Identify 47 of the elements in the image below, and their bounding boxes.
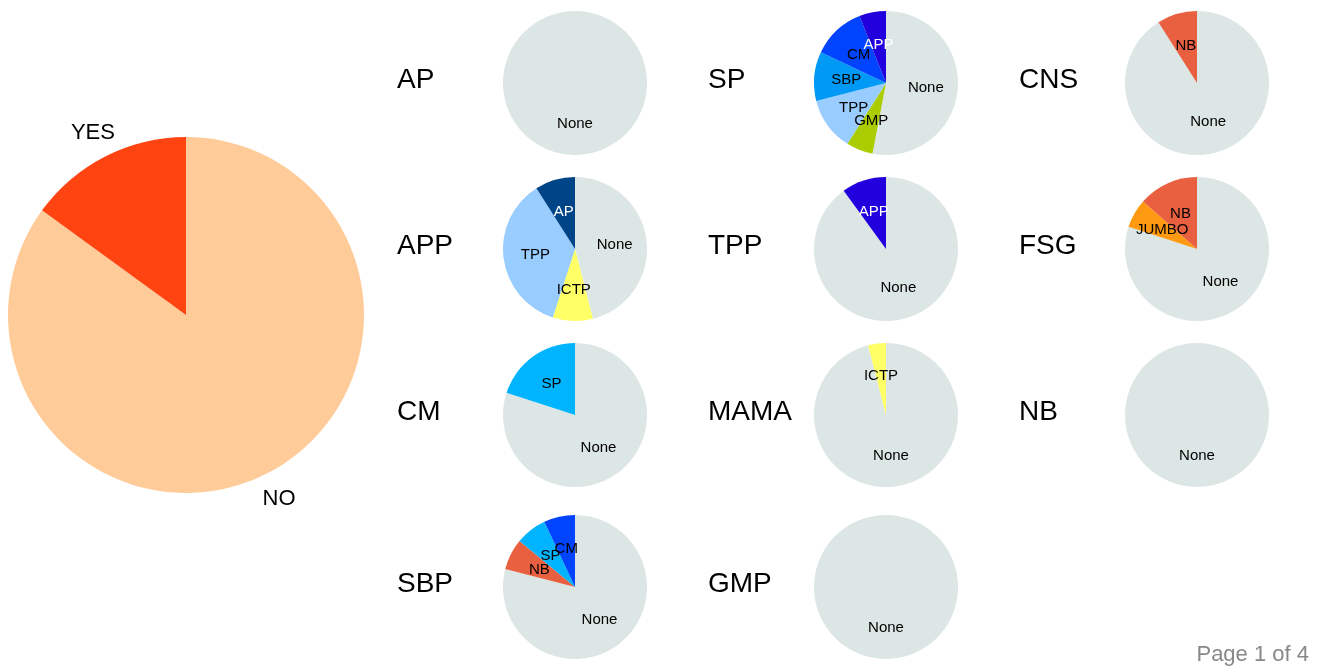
- text: GMP: [708, 567, 772, 598]
- slice-label: NB: [1175, 35, 1197, 53]
- slice-label: None: [557, 114, 593, 131]
- slice-label: NO: [262, 484, 296, 510]
- slice-label: SBP: [831, 70, 862, 88]
- slice-label: JUMBO: [1136, 220, 1189, 238]
- slice-label: None: [581, 609, 618, 627]
- slice-label: ICTP: [863, 366, 899, 384]
- pie-slice: [816, 83, 886, 144]
- pie-slice: [503, 343, 647, 487]
- slice-label: None: [880, 278, 917, 296]
- text: AP: [397, 63, 435, 94]
- pie-slice: [843, 177, 886, 249]
- text: TPP: [708, 229, 763, 260]
- text: CNS: [1019, 63, 1079, 94]
- slice-label: SP: [541, 373, 562, 391]
- pie-slice: [42, 137, 186, 315]
- slice-label: None: [1179, 446, 1215, 463]
- slice-label: None: [596, 234, 633, 252]
- slice-label: None: [873, 445, 909, 463]
- text: APP: [397, 229, 454, 260]
- slice-label: AP: [553, 201, 574, 219]
- text: NB: [1019, 395, 1058, 426]
- text: Page 1 of 4: [1196, 641, 1309, 666]
- slice-label: TPP: [520, 245, 550, 263]
- slice-label: None: [1202, 272, 1239, 290]
- pie-slice: [536, 177, 575, 249]
- pie-slice: [814, 343, 958, 487]
- pie-slice: [506, 343, 575, 415]
- text: CM: [397, 395, 441, 426]
- pie-slice: [1125, 11, 1269, 155]
- slice-label: TPP: [839, 97, 869, 115]
- text: SBP: [397, 567, 454, 598]
- text: MAMA: [708, 395, 793, 426]
- pie-slice: [1125, 177, 1269, 321]
- pie-slice: [503, 515, 647, 659]
- slice-label: YES: [70, 119, 115, 145]
- text: SP: [708, 63, 746, 94]
- slice-label: None: [1190, 112, 1227, 130]
- pie-slice: [814, 177, 958, 321]
- pie-slice: [1158, 11, 1197, 83]
- slice-label: None: [907, 77, 944, 95]
- text: FSG: [1019, 229, 1077, 260]
- slice-label: NB: [528, 559, 550, 577]
- slice-label: NB: [1170, 203, 1191, 221]
- slice-label: None: [580, 438, 617, 456]
- slice-label: None: [868, 618, 904, 635]
